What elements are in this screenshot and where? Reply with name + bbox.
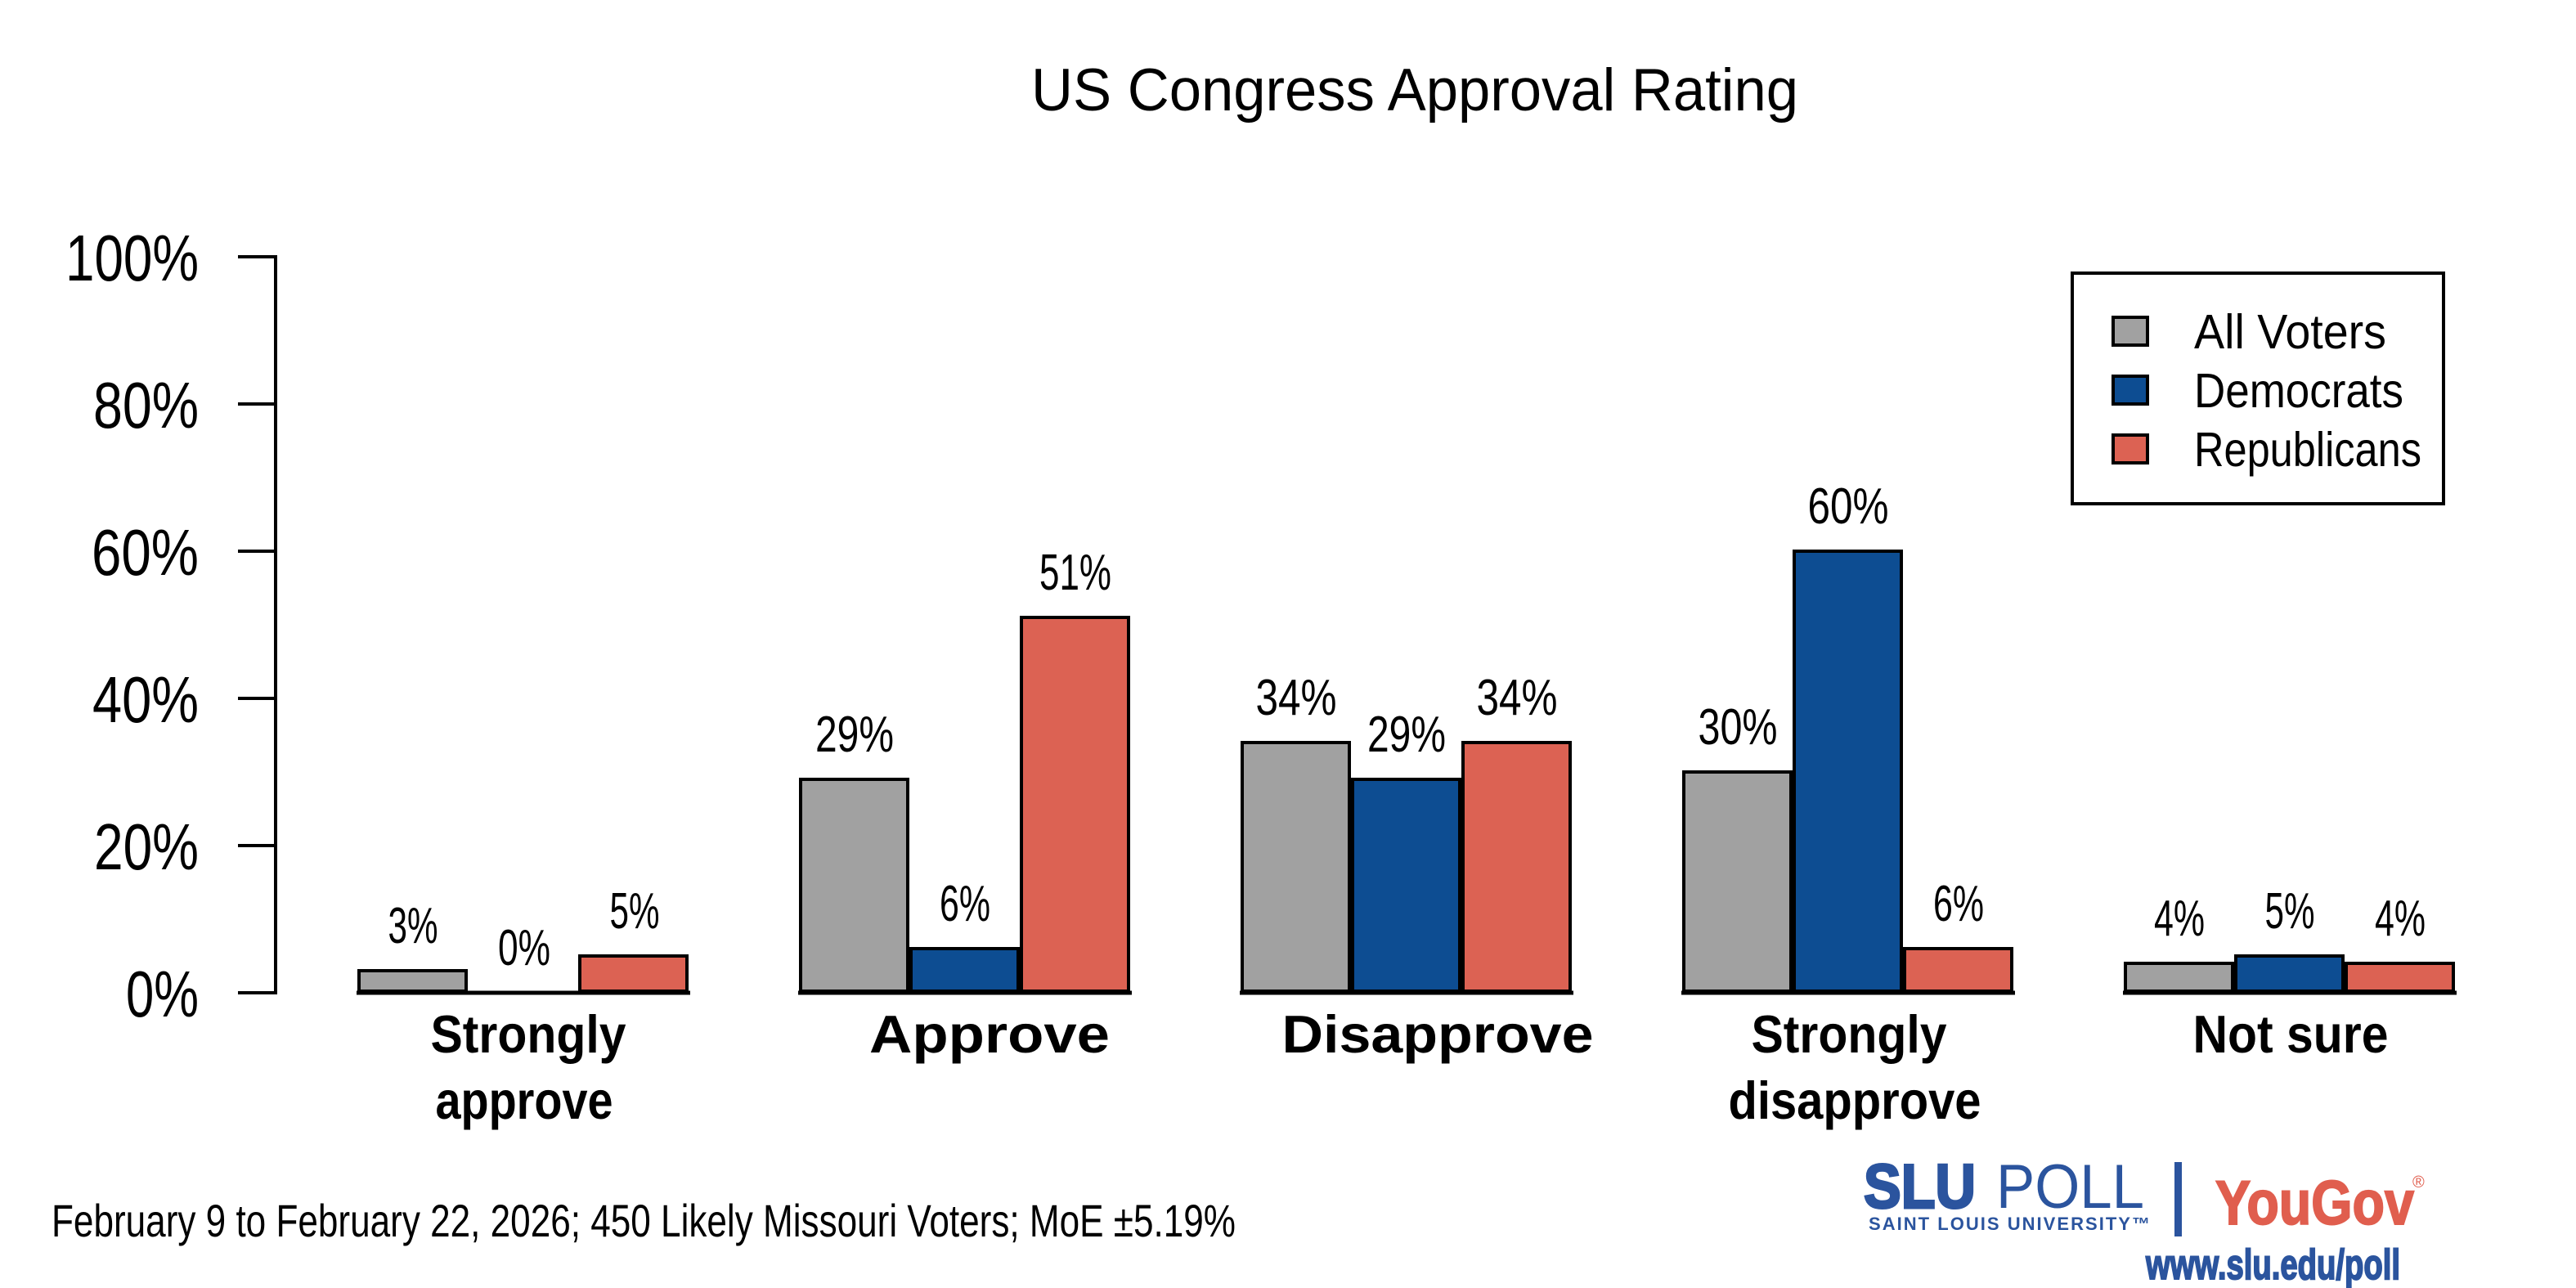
svg-text:®: ® [2412, 1174, 2425, 1192]
svg-text:3%: 3% [388, 898, 438, 954]
svg-text:5%: 5% [2265, 883, 2315, 940]
svg-text:60%: 60% [92, 516, 199, 589]
svg-text:30%: 30% [1699, 699, 1778, 756]
svg-text:US Congress Approval Rating: US Congress Approval Rating [1031, 57, 1798, 123]
svg-text:4%: 4% [2154, 891, 2205, 947]
svg-text:SAINT LOUIS UNIVERSITY™: SAINT LOUIS UNIVERSITY™ [1869, 1214, 2150, 1234]
svg-text:Disapprove: Disapprove [1282, 1004, 1594, 1064]
svg-text:YouGov: YouGov [2215, 1169, 2414, 1238]
svg-text:disapprove: disapprove [1729, 1070, 1981, 1130]
svg-text:29%: 29% [815, 707, 894, 763]
svg-text:POLL: POLL [1996, 1152, 2144, 1222]
svg-text:www.slu.edu/poll: www.slu.edu/poll [2145, 1241, 2400, 1288]
svg-text:100%: 100% [65, 222, 199, 294]
svg-text:February 9 to February 22, 202: February 9 to February 22, 2026; 450 Lik… [52, 1195, 1236, 1246]
svg-text:SLU: SLU [1864, 1152, 1976, 1222]
svg-text:34%: 34% [1477, 670, 1558, 726]
svg-text:Approve: Approve [869, 1004, 1110, 1064]
svg-text:34%: 34% [1256, 670, 1337, 726]
svg-text:29%: 29% [1367, 707, 1446, 763]
svg-text:approve: approve [436, 1070, 613, 1130]
svg-text:Not sure: Not sure [2193, 1004, 2389, 1064]
svg-text:Democrats: Democrats [2194, 364, 2403, 418]
svg-text:51%: 51% [1039, 545, 1111, 601]
svg-text:Republicans: Republicans [2194, 423, 2421, 477]
svg-text:Strongly: Strongly [1752, 1004, 1947, 1064]
svg-text:0%: 0% [126, 958, 199, 1030]
svg-text:80%: 80% [93, 369, 199, 442]
svg-text:Strongly: Strongly [431, 1004, 626, 1064]
svg-text:All Voters: All Voters [2194, 305, 2386, 359]
svg-text:5%: 5% [610, 883, 660, 940]
svg-text:40%: 40% [92, 663, 199, 736]
svg-text:20%: 20% [94, 810, 199, 883]
svg-text:6%: 6% [940, 876, 990, 932]
svg-text:4%: 4% [2375, 891, 2426, 947]
svg-text:60%: 60% [1808, 478, 1889, 535]
svg-text:6%: 6% [1933, 876, 1984, 932]
svg-text:0%: 0% [498, 920, 550, 976]
